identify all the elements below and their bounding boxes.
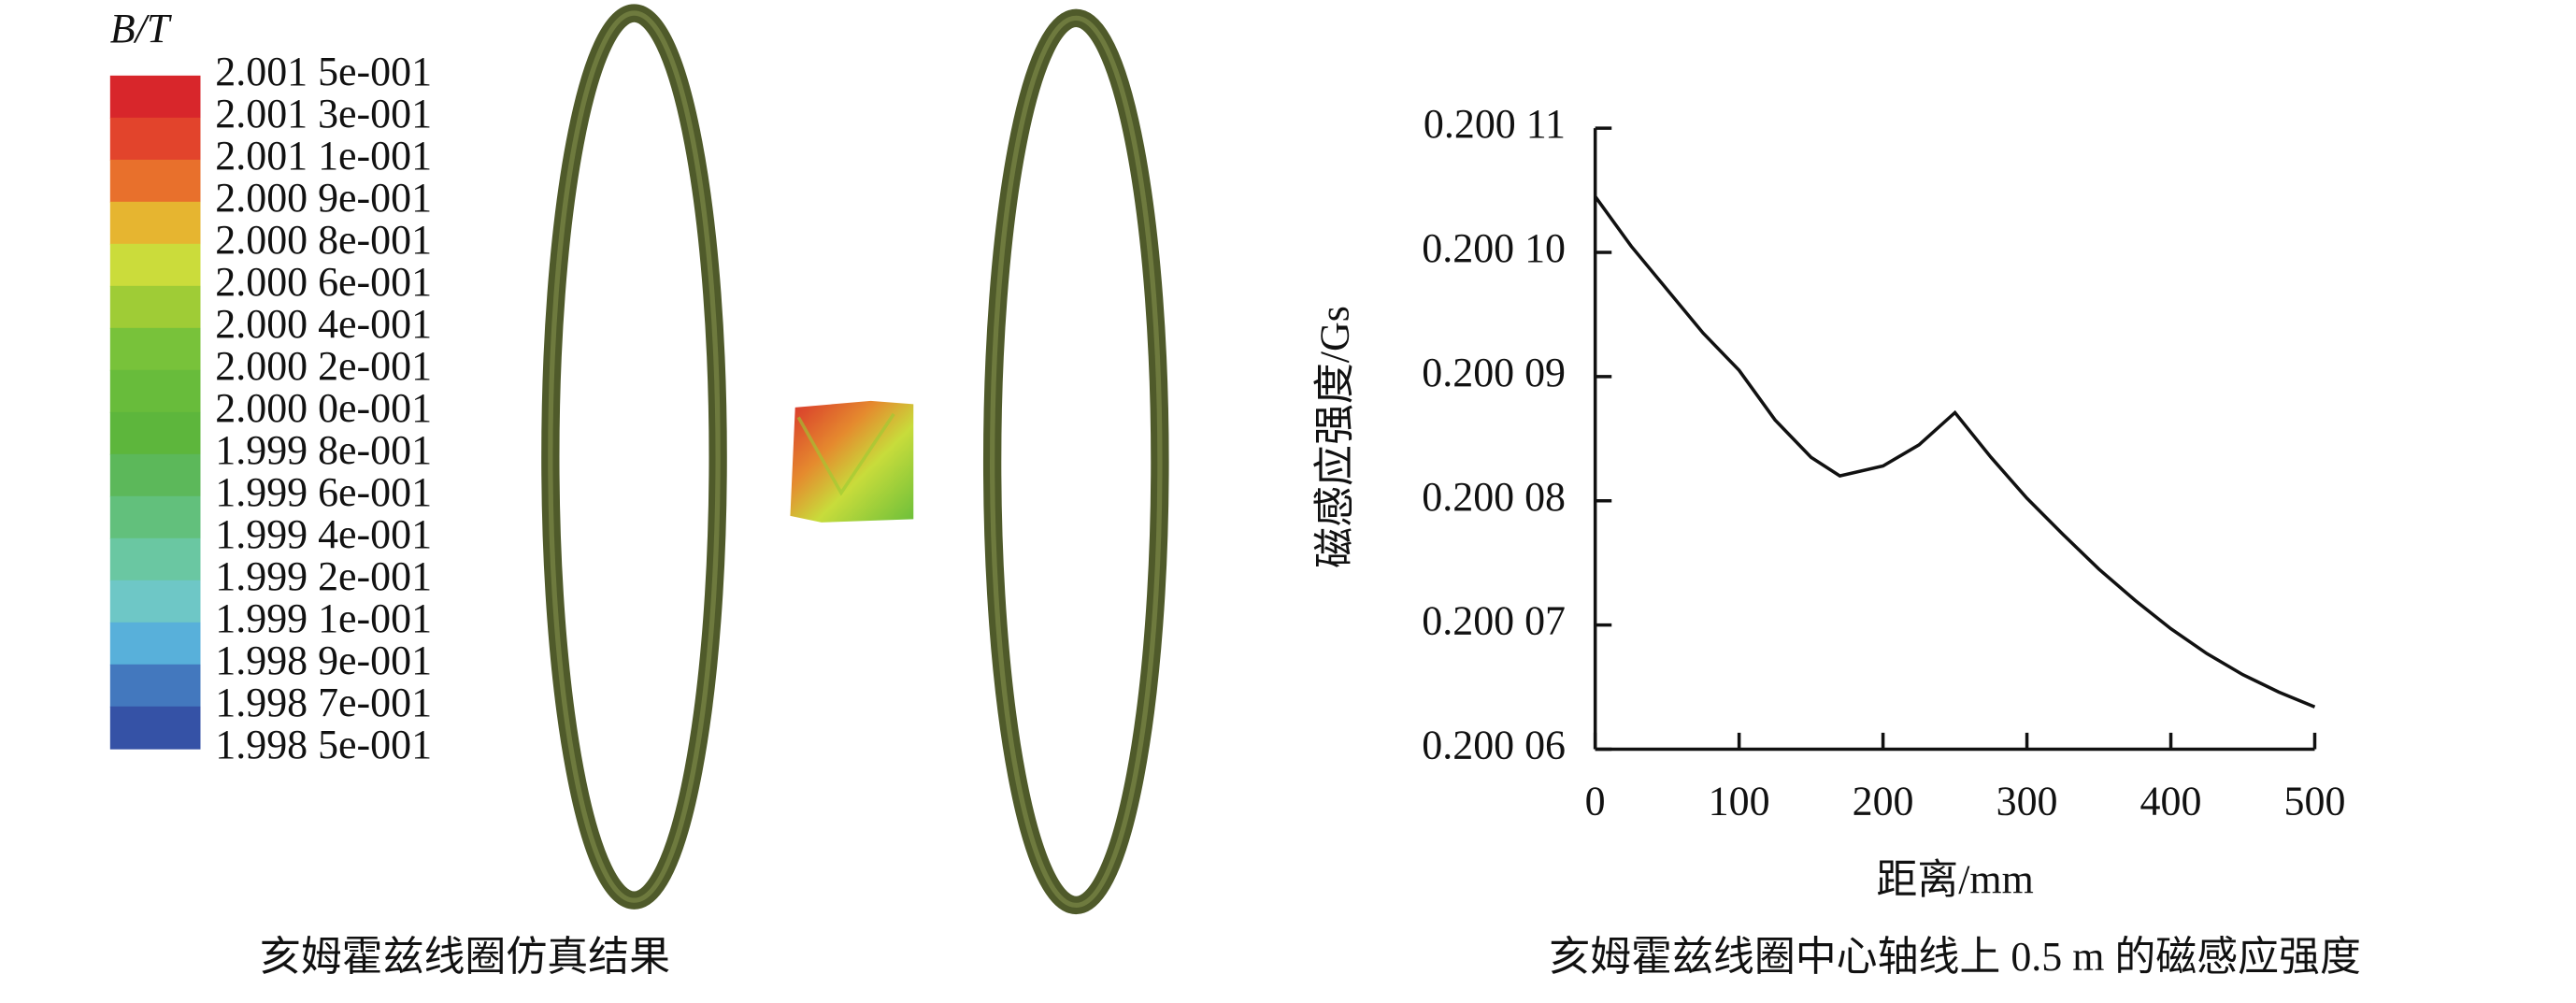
- legend-label: 1.999 2e-001: [215, 553, 432, 599]
- legend-swatch: [109, 580, 201, 623]
- x-tick-label: 400: [2140, 778, 2202, 824]
- legend-swatch: [109, 453, 201, 497]
- legend-label: 2.000 4e-001: [215, 301, 432, 347]
- y-tick-label: 0.200 09: [1422, 350, 1566, 395]
- legend-label: 2.001 1e-001: [215, 133, 432, 179]
- legend-label: 2.001 5e-001: [215, 49, 432, 94]
- legend-label: 1.998 5e-001: [215, 722, 432, 767]
- y-tick-label: 0.200 10: [1422, 225, 1566, 271]
- legend-label: 2.000 9e-001: [215, 175, 432, 221]
- legend-title: B/T: [110, 6, 173, 51]
- legend-swatch: [109, 201, 201, 245]
- y-tick-label: 0.200 07: [1422, 598, 1566, 644]
- y-axis-label: 磁感应强度/Gs: [1312, 306, 1358, 568]
- x-tick-label: 100: [1709, 778, 1770, 824]
- coil-highlight: [990, 15, 1163, 909]
- legend-label: 2.000 0e-001: [215, 385, 432, 431]
- x-tick-label: 0: [1585, 778, 1606, 824]
- y-tick-label: 0.200 06: [1422, 723, 1566, 768]
- legend-label: 2.000 6e-001: [215, 259, 432, 305]
- legend-label: 2.000 2e-001: [215, 343, 432, 389]
- x-tick-label: 300: [1996, 778, 2058, 824]
- legend-swatch: [109, 159, 201, 203]
- legend-swatch: [109, 537, 201, 581]
- x-tick-label: 200: [1853, 778, 1914, 824]
- legend-label: 2.000 8e-001: [215, 217, 432, 263]
- legend-swatch: [109, 117, 201, 161]
- legend-label: 1.998 9e-001: [215, 638, 432, 683]
- legend-swatch: [109, 706, 201, 750]
- legend-swatch: [109, 622, 201, 666]
- legend-label: 2.001 3e-001: [215, 91, 432, 136]
- legend-swatch: [109, 285, 201, 329]
- x-tick-label: 500: [2284, 778, 2346, 824]
- legend-swatch: [109, 369, 201, 413]
- legend-label: 1.999 1e-001: [215, 595, 432, 641]
- coil-highlight: [548, 10, 721, 903]
- legend-label: 1.999 6e-001: [215, 469, 432, 515]
- field-volume-detail: [796, 412, 895, 496]
- legend-swatch: [109, 75, 201, 119]
- y-tick-label: 0.200 08: [1422, 474, 1566, 520]
- y-tick-label: 0.200 11: [1424, 101, 1566, 147]
- line: [1594, 195, 2316, 709]
- x-axis-label: 距离/mm: [1876, 857, 2033, 903]
- field-volume: [790, 400, 914, 523]
- legend-swatch: [109, 243, 201, 287]
- legend-label: 1.999 4e-001: [215, 511, 432, 557]
- legend-swatch: [109, 411, 201, 455]
- caption: 亥姆霍兹线圈仿真结果: [260, 934, 670, 980]
- caption: 亥姆霍兹线圈中心轴线上 0.5 m 的磁感应强度: [1549, 934, 2361, 980]
- legend-label: 1.999 8e-001: [215, 427, 432, 473]
- legend-label: 1.998 7e-001: [215, 680, 432, 725]
- legend-swatch: [109, 664, 201, 708]
- legend-swatch: [109, 495, 201, 539]
- legend-swatch: [109, 327, 201, 371]
